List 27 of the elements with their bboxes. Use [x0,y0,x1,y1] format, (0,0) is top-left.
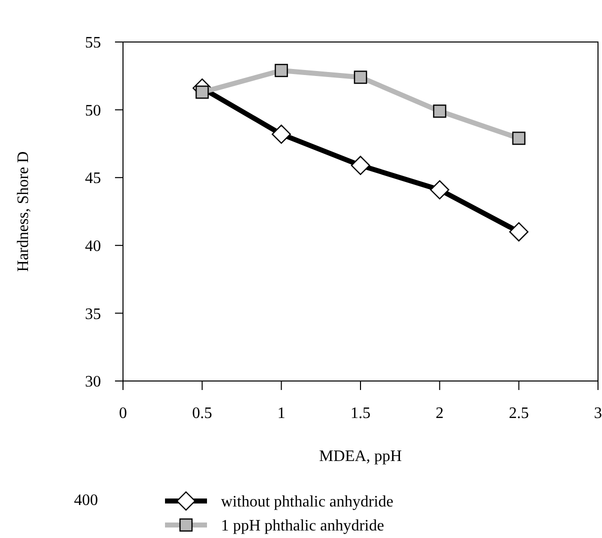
point [430,180,450,200]
legend-label: without phthalic anhydride [221,494,394,511]
legend-label: 1 ppH phthalic anhydride [221,518,384,535]
x-tick-label: 1.5 [350,405,370,422]
point [350,156,370,175]
text: 400 [74,492,98,509]
y-tick-label: 40 [85,238,101,255]
x-tick-label: 0 [119,405,127,422]
x-tick-label: 2.5 [508,405,529,422]
x-tick-label: 1 [277,405,286,422]
y-tick-label: 50 [85,102,101,120]
point [272,124,291,144]
point [274,64,288,78]
point [509,222,528,242]
y-tick-label: 45 [85,170,101,188]
point [512,132,526,145]
x-axis-title: MDEA, ppH [319,448,402,465]
point [354,70,368,84]
y-tick-label: 35 [85,306,101,323]
y-tick-label: 55 [85,34,101,52]
x-tick-label: 3 [594,405,602,422]
x-tick-label: 0.5 [192,405,212,422]
point [433,104,446,118]
y-tick-label: 30 [85,374,101,391]
point [196,86,209,99]
x-tick-label: 2 [436,405,444,422]
y-axis-title: Hardness, Shore D [15,151,32,272]
